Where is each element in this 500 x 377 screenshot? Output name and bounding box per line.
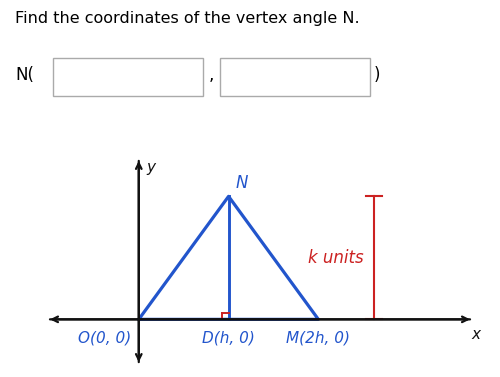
Text: O(0, 0): O(0, 0) [78,330,132,345]
Text: y: y [146,160,155,175]
Text: k units: k units [308,249,364,267]
Text: N(: N( [15,66,34,84]
Text: Find the coordinates of the vertex angle N.: Find the coordinates of the vertex angle… [15,11,360,26]
Text: N: N [236,174,248,192]
Text: ): ) [374,66,380,84]
Bar [220,58,370,96]
Text: M(2h, 0): M(2h, 0) [286,330,350,345]
Text: ,: , [208,66,214,84]
Text: x: x [471,326,480,342]
Bar [52,58,203,96]
Text: D(h, 0): D(h, 0) [202,330,255,345]
